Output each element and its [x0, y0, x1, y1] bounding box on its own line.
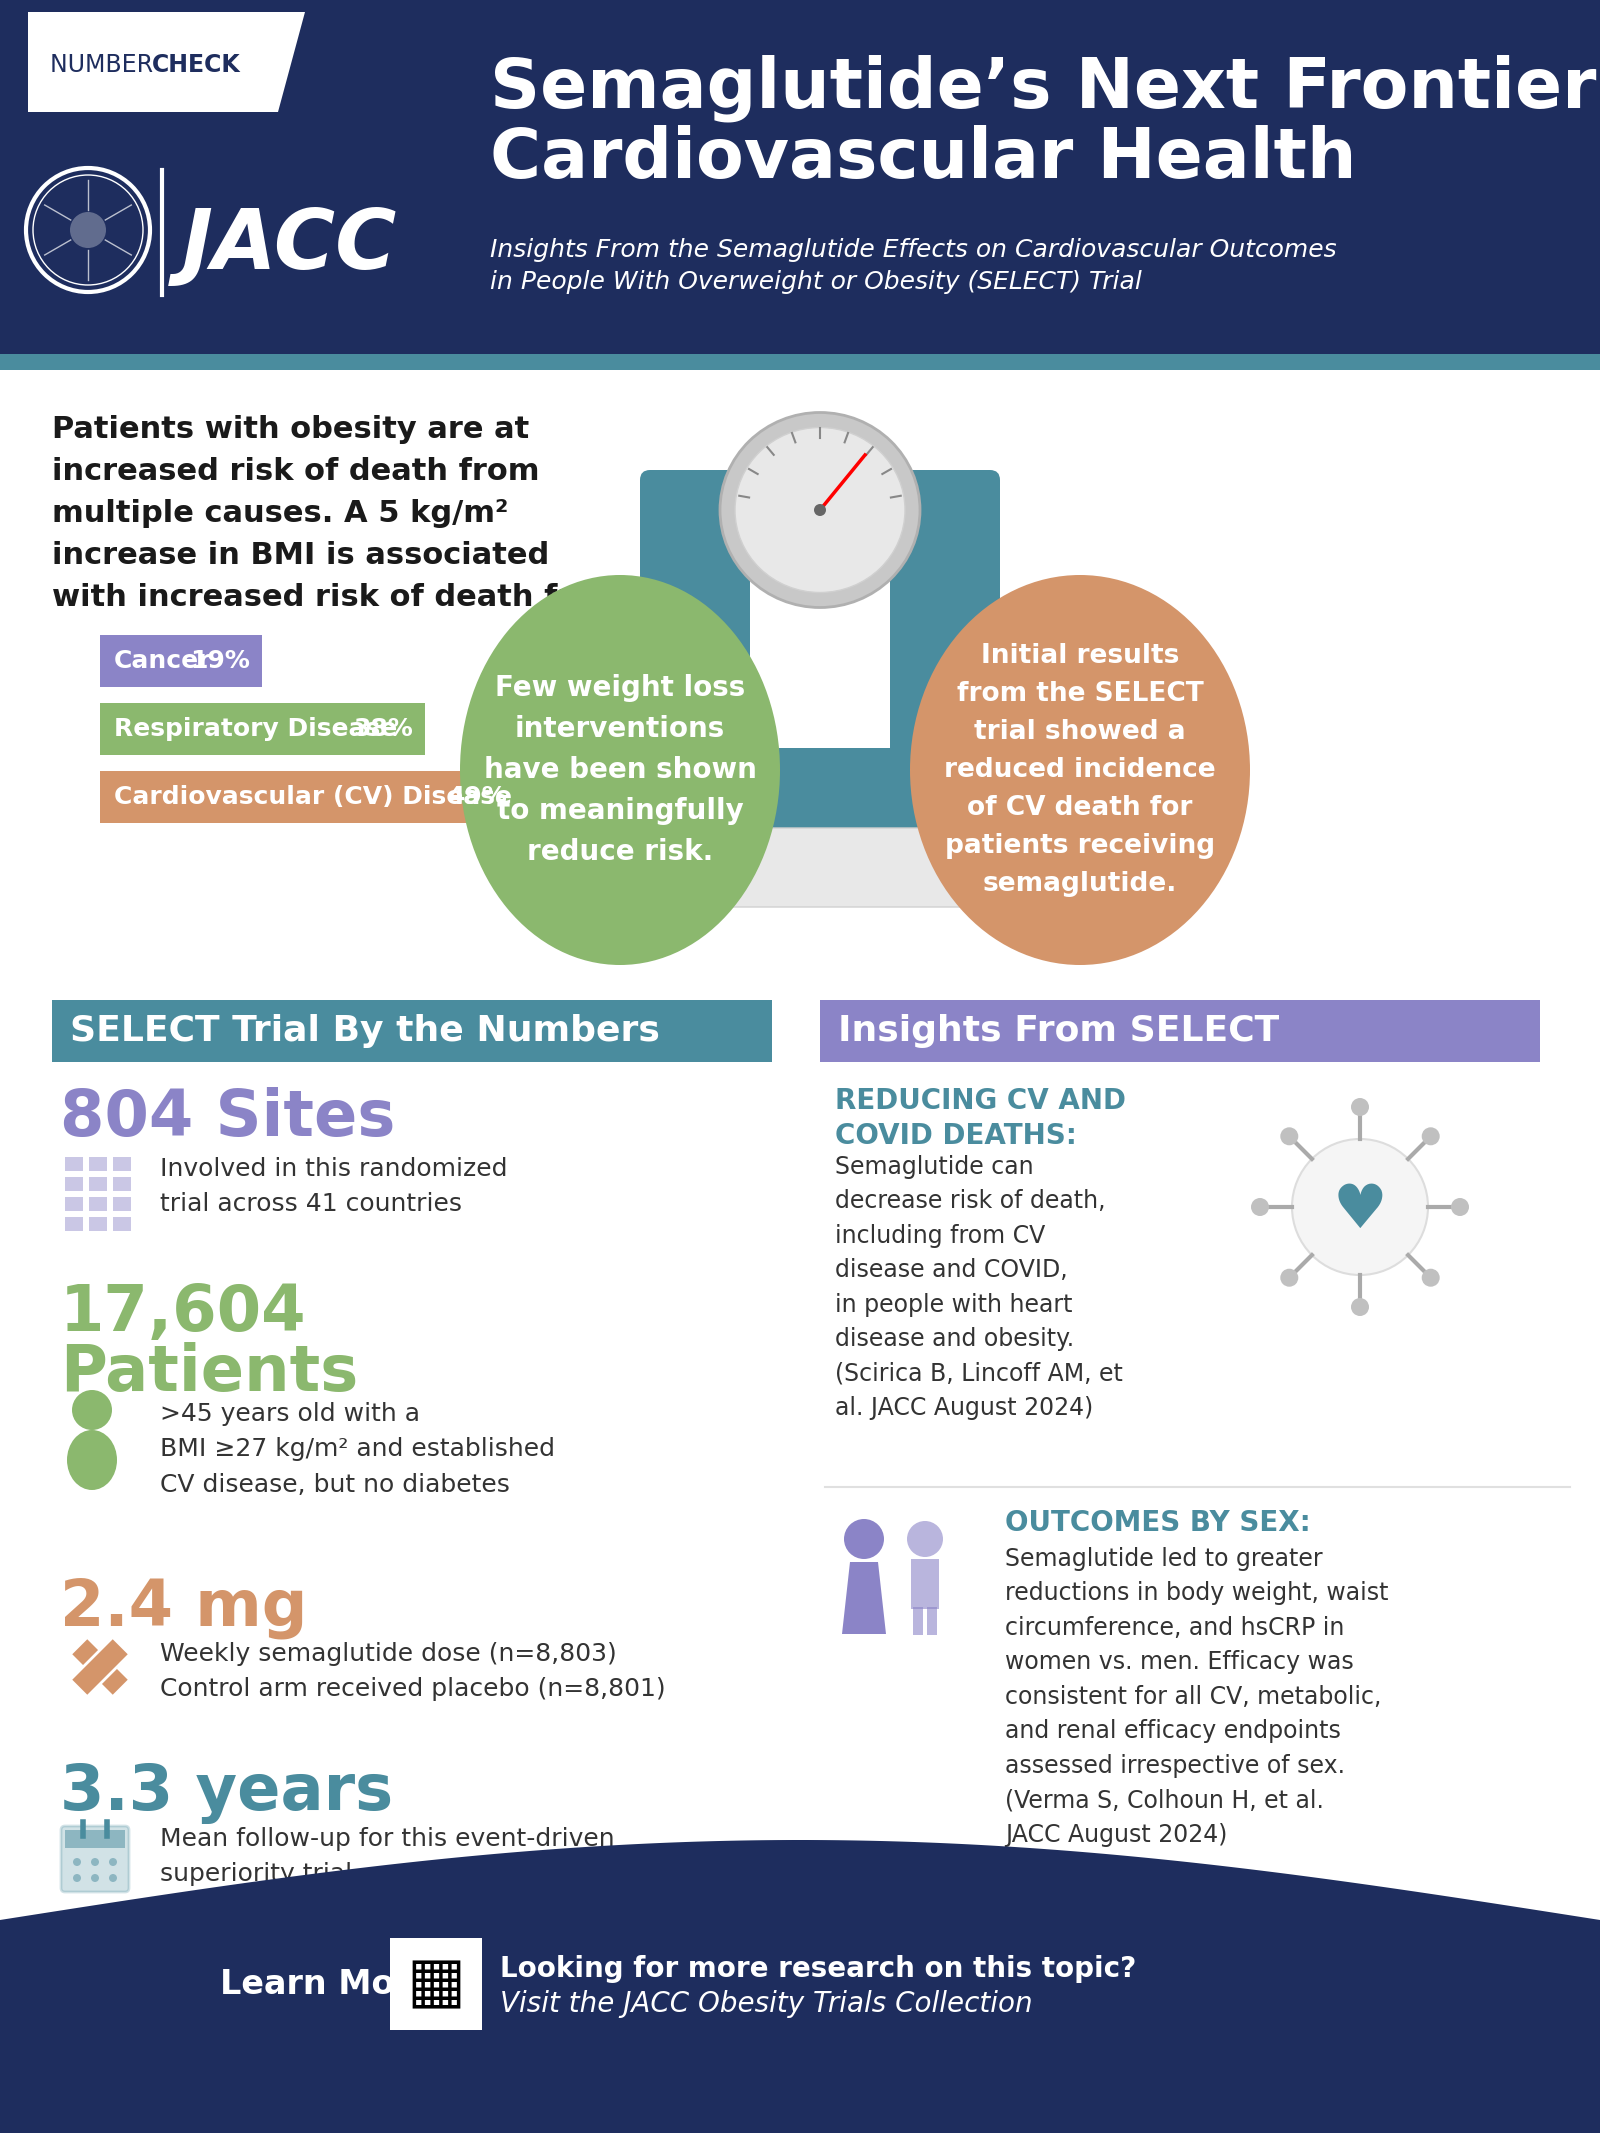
- Text: increase in BMI is associated: increase in BMI is associated: [51, 542, 549, 570]
- Ellipse shape: [461, 576, 781, 964]
- FancyBboxPatch shape: [66, 1156, 83, 1171]
- Text: NUMBER: NUMBER: [50, 53, 160, 77]
- Text: JACC: JACC: [182, 205, 397, 286]
- Polygon shape: [842, 1561, 886, 1634]
- Text: Semaglutide led to greater
reductions in body weight, waist
circumference, and h: Semaglutide led to greater reductions in…: [1005, 1546, 1389, 1847]
- Text: Respiratory Disease: Respiratory Disease: [114, 717, 397, 740]
- Text: Few weight loss
interventions
have been shown
to meaningfully
reduce risk.: Few weight loss interventions have been …: [483, 674, 757, 866]
- FancyBboxPatch shape: [914, 1606, 923, 1636]
- FancyBboxPatch shape: [910, 1559, 939, 1608]
- FancyBboxPatch shape: [51, 1000, 771, 1062]
- FancyBboxPatch shape: [0, 1941, 1600, 2133]
- Text: Semaglutide can
decrease risk of death,
including from CV
disease and COVID,
in : Semaglutide can decrease risk of death, …: [835, 1154, 1123, 1421]
- Text: Mean follow-up for this event-driven
superiority trial: Mean follow-up for this event-driven sup…: [160, 1828, 614, 1886]
- Text: Weekly semaglutide dose (n=8,803)
Control arm received placebo (n=8,801): Weekly semaglutide dose (n=8,803) Contro…: [160, 1642, 666, 1702]
- Ellipse shape: [734, 427, 906, 593]
- Circle shape: [109, 1875, 117, 1881]
- FancyBboxPatch shape: [890, 469, 1000, 849]
- Text: multiple causes. A 5 kg/m²: multiple causes. A 5 kg/m²: [51, 499, 509, 529]
- Circle shape: [91, 1858, 99, 1866]
- Circle shape: [1422, 1126, 1440, 1145]
- Text: Patients: Patients: [61, 1342, 358, 1404]
- FancyBboxPatch shape: [0, 354, 1600, 369]
- Circle shape: [72, 1391, 112, 1429]
- Text: 49%: 49%: [448, 785, 509, 808]
- Circle shape: [70, 211, 106, 247]
- Polygon shape: [70, 1638, 130, 1696]
- Text: Initial results
from the SELECT
trial showed a
reduced incidence
of CV death for: Initial results from the SELECT trial sh…: [944, 642, 1216, 898]
- Text: Cardiovascular (CV) Disease: Cardiovascular (CV) Disease: [114, 785, 512, 808]
- Ellipse shape: [720, 412, 920, 608]
- FancyBboxPatch shape: [114, 1197, 131, 1212]
- Text: Semaglutide’s Next Frontier:: Semaglutide’s Next Frontier:: [490, 55, 1600, 122]
- Polygon shape: [29, 13, 306, 113]
- Text: with increased risk of death from:: with increased risk of death from:: [51, 582, 637, 612]
- Circle shape: [74, 1875, 82, 1881]
- Text: Patients with obesity are at: Patients with obesity are at: [51, 416, 530, 444]
- FancyBboxPatch shape: [90, 1197, 107, 1212]
- Polygon shape: [0, 1841, 1600, 2133]
- Circle shape: [814, 503, 826, 516]
- Text: 17,604: 17,604: [61, 1282, 307, 1344]
- FancyBboxPatch shape: [99, 770, 520, 823]
- FancyBboxPatch shape: [0, 369, 1600, 1920]
- FancyBboxPatch shape: [61, 1826, 130, 1892]
- Text: Insights From SELECT: Insights From SELECT: [838, 1013, 1280, 1047]
- FancyBboxPatch shape: [0, 0, 1600, 369]
- FancyBboxPatch shape: [638, 749, 1002, 872]
- FancyBboxPatch shape: [66, 1177, 83, 1190]
- FancyBboxPatch shape: [622, 828, 1018, 907]
- FancyBboxPatch shape: [640, 469, 750, 849]
- Text: Involved in this randomized
trial across 41 countries: Involved in this randomized trial across…: [160, 1156, 507, 1216]
- FancyBboxPatch shape: [114, 1218, 131, 1231]
- Text: Learn More:: Learn More:: [221, 1969, 446, 2001]
- Text: 3.3 years: 3.3 years: [61, 1762, 394, 1824]
- Text: Insights From the Semaglutide Effects on Cardiovascular Outcomes: Insights From the Semaglutide Effects on…: [490, 239, 1336, 262]
- FancyBboxPatch shape: [390, 1939, 482, 2031]
- Text: 38%: 38%: [354, 717, 413, 740]
- FancyBboxPatch shape: [926, 1606, 938, 1636]
- FancyBboxPatch shape: [99, 636, 262, 687]
- Circle shape: [1293, 1139, 1429, 1276]
- Text: 2.4 mg: 2.4 mg: [61, 1576, 307, 1638]
- FancyBboxPatch shape: [90, 1218, 107, 1231]
- FancyBboxPatch shape: [90, 1156, 107, 1171]
- FancyBboxPatch shape: [66, 1830, 125, 1847]
- Text: Visit the JACC Obesity Trials Collection: Visit the JACC Obesity Trials Collection: [499, 1990, 1032, 2018]
- FancyBboxPatch shape: [66, 1218, 83, 1231]
- Text: ♥: ♥: [1333, 1182, 1387, 1241]
- Circle shape: [1251, 1199, 1269, 1216]
- Ellipse shape: [910, 576, 1250, 964]
- Text: >45 years old with a
BMI ≥27 kg/m² and established
CV disease, but no diabetes: >45 years old with a BMI ≥27 kg/m² and e…: [160, 1401, 555, 1497]
- Text: Looking for more research on this topic?: Looking for more research on this topic?: [499, 1956, 1136, 1984]
- FancyBboxPatch shape: [819, 1000, 1539, 1062]
- Ellipse shape: [67, 1429, 117, 1491]
- Text: REDUCING CV AND
COVID DEATHS:: REDUCING CV AND COVID DEATHS:: [835, 1088, 1126, 1150]
- FancyBboxPatch shape: [114, 1177, 131, 1190]
- Text: ▦: ▦: [406, 1954, 466, 2014]
- Circle shape: [1280, 1269, 1298, 1286]
- Circle shape: [74, 1858, 82, 1866]
- FancyBboxPatch shape: [66, 1197, 83, 1212]
- Text: increased risk of death from: increased risk of death from: [51, 456, 539, 486]
- Circle shape: [1422, 1269, 1440, 1286]
- Text: SELECT Trial By the Numbers: SELECT Trial By the Numbers: [70, 1013, 659, 1047]
- Text: in People With Overweight or Obesity (SELECT) Trial: in People With Overweight or Obesity (SE…: [490, 271, 1142, 294]
- Text: OUTCOMES BY SEX:: OUTCOMES BY SEX:: [1005, 1508, 1310, 1538]
- Circle shape: [1350, 1098, 1370, 1116]
- Polygon shape: [70, 1638, 130, 1696]
- FancyBboxPatch shape: [99, 704, 426, 755]
- Circle shape: [109, 1858, 117, 1866]
- Circle shape: [1280, 1126, 1298, 1145]
- Text: 19%: 19%: [190, 648, 250, 674]
- Circle shape: [845, 1519, 883, 1559]
- Circle shape: [91, 1875, 99, 1881]
- Circle shape: [907, 1521, 942, 1557]
- Text: 804 Sites: 804 Sites: [61, 1088, 395, 1150]
- Text: Cancer: Cancer: [114, 648, 211, 674]
- FancyBboxPatch shape: [90, 1177, 107, 1190]
- Text: Cardiovascular Health: Cardiovascular Health: [490, 126, 1357, 192]
- Circle shape: [1451, 1199, 1469, 1216]
- FancyBboxPatch shape: [114, 1156, 131, 1171]
- Circle shape: [1350, 1299, 1370, 1316]
